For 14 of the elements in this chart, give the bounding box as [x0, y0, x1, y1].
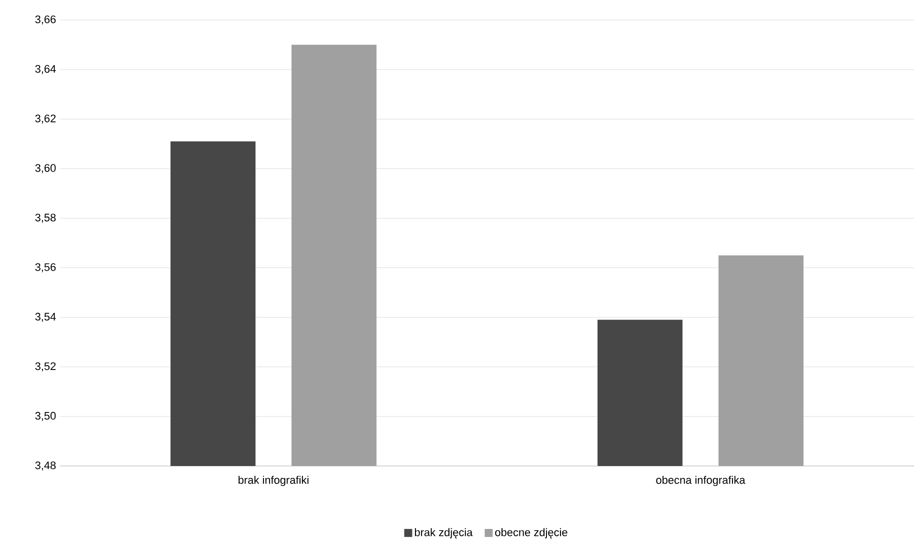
x-tick-label: obecna infografika: [656, 476, 746, 486]
y-tick-label: 3,50: [35, 412, 56, 421]
y-tick-label: 3,56: [35, 263, 56, 272]
y-tick-label: 3,52: [35, 362, 56, 372]
y-tick-label: 3,54: [35, 312, 56, 322]
y-tick-label: 3,60: [35, 164, 56, 174]
y-tick-label: 3,62: [35, 114, 56, 124]
y-tick-label: 3,58: [35, 214, 56, 223]
x-tick-label: brak infografiki: [238, 476, 308, 486]
y-tick-label: 3,66: [35, 15, 56, 25]
y-tick-label: 3,48: [35, 461, 56, 471]
y-tick-label: 3,64: [35, 65, 56, 74]
legend-label: obecne zdjęcie: [495, 528, 568, 538]
legend-label: brak zdjęcia: [414, 528, 473, 538]
